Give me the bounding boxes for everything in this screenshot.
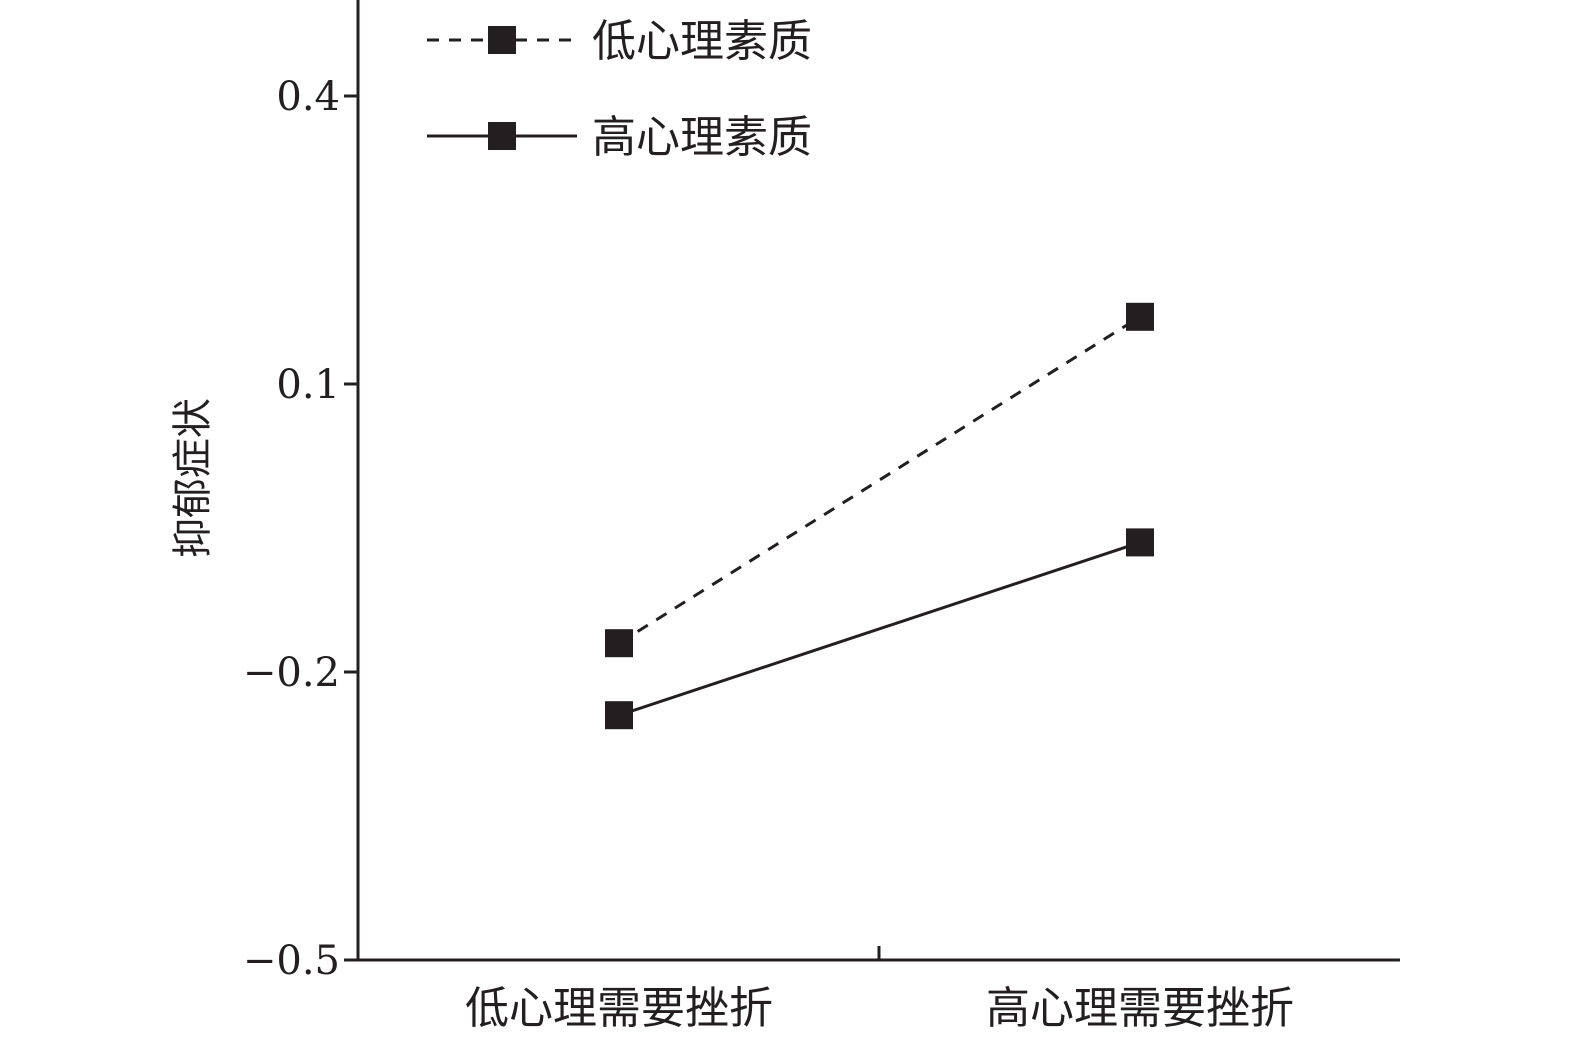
- series-layer: [605, 302, 1154, 730]
- x-tick-label: 高心理需要挫折: [986, 983, 1294, 1034]
- series-line-2: [618, 540, 1141, 717]
- axes: [356, 0, 1400, 962]
- series-line-1: [618, 315, 1141, 645]
- legend-label-1: 低心理素质: [592, 16, 812, 67]
- y-axis-title: 抑郁症状: [170, 398, 216, 558]
- legend-marker-2: [488, 122, 516, 150]
- data-point-s2-2: [1126, 528, 1154, 557]
- x-tick-label: 低心理需要挫折: [465, 983, 773, 1034]
- y-ticks: 0.4 0.1 −0.2 −0.5: [243, 74, 358, 984]
- legend-label-2: 高心理素质: [592, 112, 812, 163]
- data-point-s1-1: [605, 629, 633, 658]
- y-tick-label: 0.1: [276, 362, 340, 408]
- data-point-s2-1: [605, 701, 633, 730]
- y-tick-label: 0.4: [276, 74, 340, 120]
- data-point-s1-2: [1126, 302, 1154, 331]
- x-ticks: 低心理需要挫折 高心理需要挫折: [465, 983, 1294, 1034]
- y-tick-label: −0.2: [243, 650, 340, 696]
- y-tick-label: −0.5: [243, 938, 340, 984]
- legend-marker-1: [488, 26, 516, 54]
